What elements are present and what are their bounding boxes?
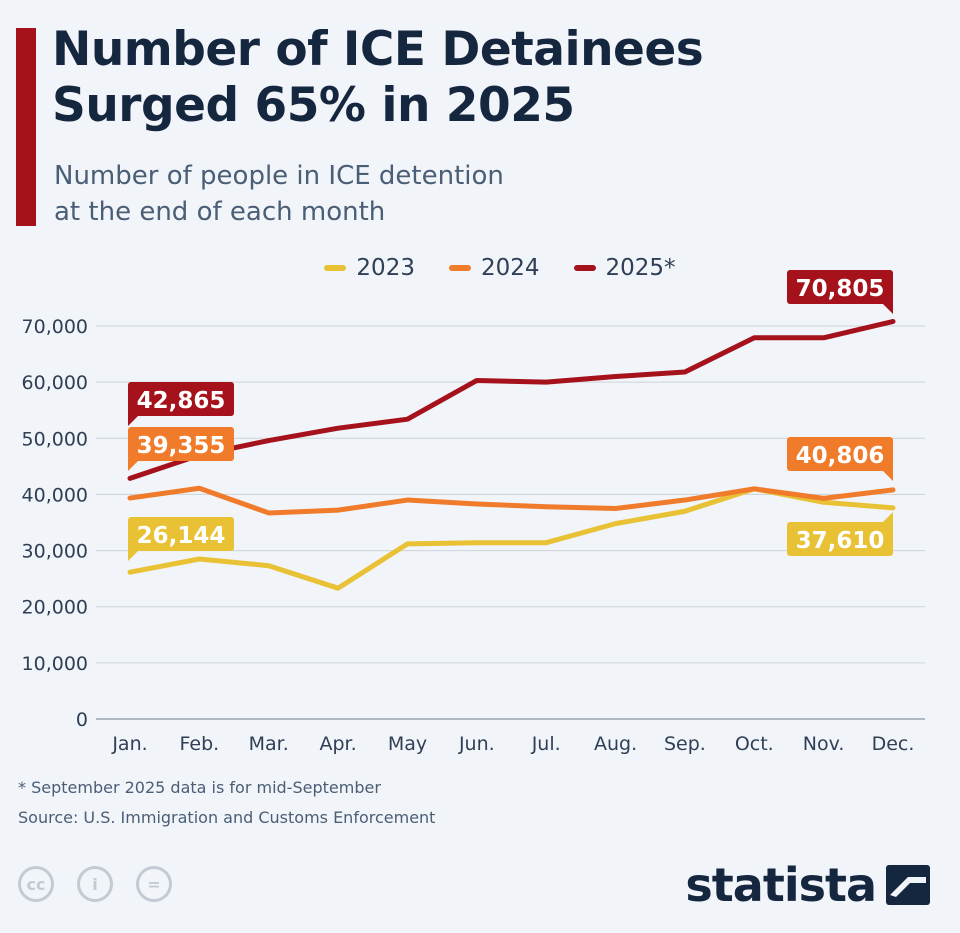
x-tick-label: Aug. xyxy=(594,733,637,755)
y-tick-label: 70,000 xyxy=(22,316,88,338)
y-tick-label: 0 xyxy=(76,709,88,731)
title-line-2: Surged 65% in 2025 xyxy=(52,78,575,133)
subtitle-line-1: Number of people in ICE detention xyxy=(54,161,504,191)
x-tick-label: Jul. xyxy=(531,733,561,755)
statista-logo: statista xyxy=(685,858,930,912)
y-tick-label: 40,000 xyxy=(22,484,88,506)
legend-item-2024: 2024 xyxy=(448,255,540,281)
y-tick-label: 20,000 xyxy=(22,597,88,619)
svg-text:37,610: 37,610 xyxy=(796,528,885,554)
x-tick-label: May xyxy=(388,733,427,755)
legend-item-2023: 2023 xyxy=(324,255,415,281)
attribution-icon: i xyxy=(77,866,113,902)
legend-item-2025: 2025* xyxy=(573,255,676,281)
y-tick-label: 10,000 xyxy=(22,653,88,675)
data-label-2023-last: 37,610 xyxy=(787,512,893,556)
x-tick-label: Feb. xyxy=(180,733,220,755)
svg-text:40,806: 40,806 xyxy=(796,443,885,469)
y-tick-label: 60,000 xyxy=(22,372,88,394)
legend-swatch xyxy=(324,265,347,271)
no-derivatives-icon: = xyxy=(136,866,172,902)
x-tick-label: Dec. xyxy=(872,733,915,755)
data-label-2024-last: 40,806 xyxy=(787,437,893,481)
accent-bar xyxy=(16,28,36,226)
statista-logo-icon xyxy=(886,865,930,905)
legend: 2023 2024 2025* xyxy=(0,255,960,281)
x-tick-label: Jun. xyxy=(458,733,495,755)
chart-title: Number of ICE Detainees Surged 65% in 20… xyxy=(52,22,704,134)
brand-name: statista xyxy=(685,858,877,912)
data-label-2024-first: 39,355 xyxy=(128,427,234,471)
source: Source: U.S. Immigration and Customs Enf… xyxy=(18,808,436,827)
series-line-2025 xyxy=(127,318,896,481)
x-tick-label: Mar. xyxy=(249,733,289,755)
legend-label: 2023 xyxy=(356,255,415,281)
subtitle-line-2: at the end of each month xyxy=(54,197,386,227)
x-tick-label: Nov. xyxy=(803,733,845,755)
svg-text:70,805: 70,805 xyxy=(796,276,885,302)
svg-text:39,355: 39,355 xyxy=(137,433,226,459)
footnote: * September 2025 data is for mid-Septemb… xyxy=(18,778,381,797)
legend-swatch xyxy=(573,265,596,271)
x-tick-label: Oct. xyxy=(735,733,774,755)
y-tick-label: 50,000 xyxy=(22,428,88,450)
legend-label: 2025* xyxy=(605,255,676,281)
data-label-2025-last: 70,805 xyxy=(787,270,893,314)
y-tick-label: 30,000 xyxy=(22,541,88,563)
svg-text:26,144: 26,144 xyxy=(137,523,226,549)
data-label-2023-first: 26,144 xyxy=(128,517,234,561)
svg-text:42,865: 42,865 xyxy=(137,388,226,414)
legend-label: 2024 xyxy=(480,255,540,281)
series-line-2024 xyxy=(127,485,896,516)
x-tick-label: Jan. xyxy=(111,733,147,755)
cc-icon: cc xyxy=(18,866,54,902)
chart-subtitle: Number of people in ICE detention at the… xyxy=(54,158,504,230)
x-tick-label: Sep. xyxy=(664,733,706,755)
x-tick-label: Apr. xyxy=(320,733,357,755)
legend-swatch xyxy=(448,265,471,271)
title-line-1: Number of ICE Detainees xyxy=(52,22,704,77)
data-label-2025-first: 42,865 xyxy=(128,382,234,426)
